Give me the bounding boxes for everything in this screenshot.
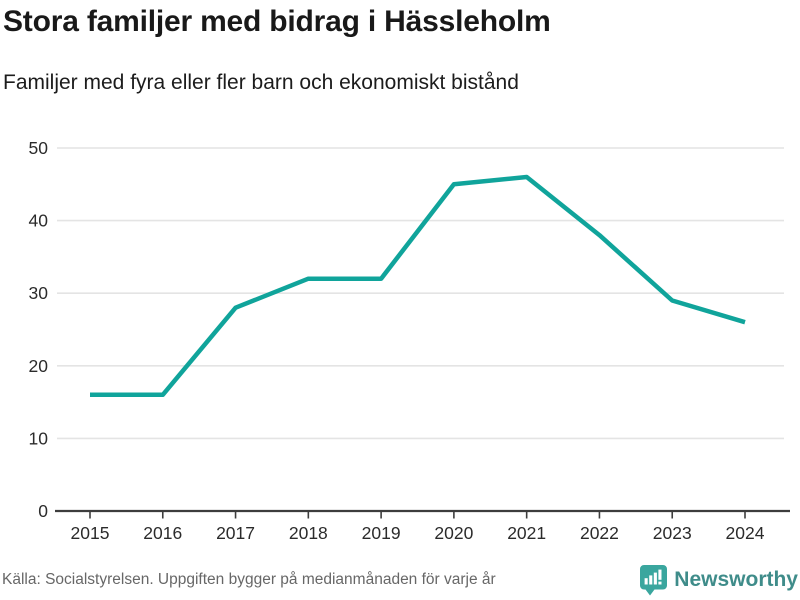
y-axis-tick-label: 50 (29, 138, 49, 158)
x-axis-tick-label: 2015 (71, 523, 110, 543)
y-axis-tick-label: 40 (29, 211, 49, 231)
y-axis-tick-label: 0 (38, 501, 48, 521)
x-axis-tick-label: 2019 (362, 523, 401, 543)
x-axis-tick-label: 2024 (726, 523, 765, 543)
x-axis-tick-label: 2023 (653, 523, 692, 543)
source-note: Källa: Socialstyrelsen. Uppgiften bygger… (2, 571, 496, 588)
x-axis-tick-label: 2022 (580, 523, 619, 543)
x-axis-tick-label: 2020 (434, 523, 473, 543)
x-axis-tick-label: 2017 (216, 523, 255, 543)
x-axis-tick-label: 2018 (289, 523, 328, 543)
newsworthy-logo-icon (640, 564, 668, 595)
newsworthy-logo-text: Newsworthy (674, 568, 798, 591)
page-title: Stora familjer med bidrag i Hässleholm (3, 5, 551, 38)
page-subtitle: Familjer med fyra eller fler barn och ek… (3, 71, 519, 94)
footer: Källa: Socialstyrelsen. Uppgiften bygger… (2, 563, 798, 597)
x-axis-tick-label: 2021 (507, 523, 546, 543)
logo-exclaim-bar (658, 569, 662, 580)
y-axis-tick-label: 20 (29, 356, 49, 376)
logo-exclaim-dot (658, 581, 662, 584)
y-axis-tick-label: 10 (29, 428, 49, 448)
newsworthy-logo[interactable]: Newsworthy (640, 564, 798, 596)
y-axis-tick-label: 30 (29, 283, 49, 303)
data-line-series (90, 174, 746, 398)
logo-bar-1 (644, 577, 648, 584)
x-axis-tick-label: 2016 (143, 523, 182, 543)
logo-bar-2 (649, 574, 653, 584)
logo-bar-3 (654, 572, 658, 584)
